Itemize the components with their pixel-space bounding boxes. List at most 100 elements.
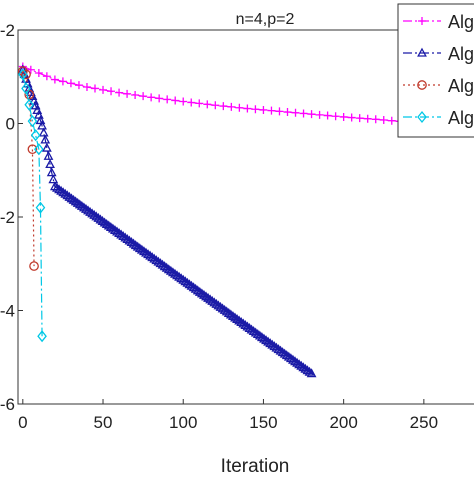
legend-item: Alg — [403, 108, 474, 128]
data-point — [172, 270, 182, 280]
data-point — [186, 280, 197, 290]
data-point — [228, 310, 238, 320]
data-point — [254, 330, 265, 340]
data-point — [93, 212, 104, 222]
data-point — [243, 104, 252, 113]
data-point — [136, 244, 147, 254]
data-point — [41, 142, 52, 152]
data-point — [219, 304, 230, 314]
data-point — [157, 259, 168, 269]
data-point — [307, 110, 316, 119]
legend-item: Alg — [403, 76, 474, 96]
data-point — [151, 255, 162, 265]
data-point — [192, 285, 203, 295]
data-point — [279, 348, 290, 358]
data-point — [38, 127, 49, 137]
data-point — [283, 351, 294, 361]
data-point — [211, 101, 220, 110]
data-point — [248, 326, 259, 336]
x-axis-label: Iteration — [221, 456, 290, 474]
data-point — [34, 69, 43, 78]
data-point — [54, 184, 64, 194]
data-point — [81, 203, 91, 213]
y-tick-label: -4 — [0, 302, 15, 321]
data-point — [145, 250, 156, 260]
data-point — [171, 96, 180, 105]
y-tick-label: -2 — [0, 208, 15, 227]
data-point — [167, 267, 178, 277]
legend-swatch-marker — [418, 17, 426, 25]
legend-swatch-marker — [417, 47, 427, 57]
data-point — [199, 289, 209, 299]
data-point — [347, 113, 356, 122]
data-point — [24, 98, 35, 111]
data-point — [37, 120, 47, 130]
x-tick-label: 100 — [169, 413, 197, 432]
data-point — [165, 265, 176, 275]
data-point — [27, 144, 38, 155]
data-point — [27, 115, 38, 128]
legend-swatch-marker — [417, 110, 427, 124]
data-point — [83, 205, 93, 215]
legend-swatch-marker — [417, 80, 427, 90]
data-point — [74, 199, 85, 209]
data-point — [331, 112, 340, 121]
data-point — [207, 295, 218, 305]
x-tick-label: 200 — [329, 413, 357, 432]
data-point — [97, 215, 108, 225]
data-point — [240, 319, 251, 330]
data-point — [269, 341, 280, 351]
data-point — [163, 95, 172, 104]
data-point — [50, 75, 59, 84]
data-point — [78, 202, 89, 212]
data-point — [40, 134, 51, 144]
data-point — [252, 329, 263, 339]
data-point — [123, 89, 132, 98]
data-point — [52, 182, 62, 192]
data-point — [263, 336, 273, 346]
data-point — [72, 197, 83, 207]
data-point — [82, 83, 91, 92]
data-point — [363, 114, 372, 123]
x-tick-label: 0 — [18, 413, 27, 432]
data-point — [323, 111, 332, 120]
data-point — [37, 330, 47, 343]
data-point — [298, 362, 309, 372]
data-point — [35, 201, 46, 214]
data-point — [155, 94, 164, 103]
data-point — [116, 229, 127, 239]
data-point — [29, 261, 39, 271]
data-point — [42, 72, 51, 81]
x-tick-label: 150 — [249, 413, 277, 432]
data-point — [91, 211, 102, 221]
data-point — [246, 324, 257, 334]
data-point — [163, 264, 174, 274]
data-point — [299, 109, 308, 118]
data-point — [66, 193, 77, 203]
data-point — [66, 79, 75, 88]
data-point — [261, 335, 271, 345]
data-point — [56, 185, 66, 195]
series-2 — [17, 64, 317, 378]
data-point — [112, 226, 122, 236]
data-point — [143, 249, 153, 259]
legend-box — [397, 3, 474, 138]
data-point — [203, 292, 213, 302]
data-point — [201, 291, 211, 301]
data-point — [139, 92, 148, 101]
data-point — [281, 350, 292, 360]
data-point — [235, 103, 244, 112]
data-point — [132, 241, 143, 251]
data-point — [26, 65, 35, 74]
data-point — [170, 268, 180, 278]
data-point — [219, 102, 228, 111]
data-point — [256, 332, 267, 342]
legend: Alg Alg Alg Alg — [397, 3, 474, 138]
data-point — [300, 363, 311, 373]
data-point — [120, 232, 131, 242]
data-point — [64, 191, 75, 201]
data-point — [107, 223, 118, 233]
data-point — [273, 344, 284, 354]
data-point — [291, 108, 300, 117]
y-tick-label: -6 — [0, 395, 15, 414]
